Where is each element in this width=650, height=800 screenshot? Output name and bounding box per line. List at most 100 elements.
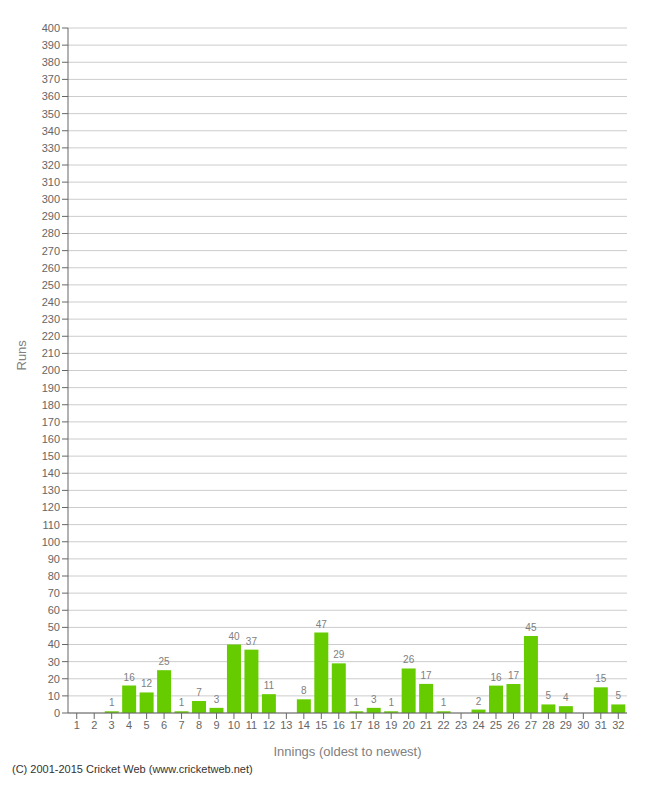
svg-text:28: 28 — [542, 719, 554, 731]
svg-text:180: 180 — [42, 399, 60, 411]
svg-text:16: 16 — [490, 672, 502, 683]
svg-text:3: 3 — [371, 694, 377, 705]
svg-text:22: 22 — [437, 719, 449, 731]
svg-text:29: 29 — [333, 649, 345, 660]
svg-text:7: 7 — [196, 687, 202, 698]
svg-text:260: 260 — [42, 262, 60, 274]
svg-text:380: 380 — [42, 56, 60, 68]
svg-text:3: 3 — [109, 719, 115, 731]
svg-text:47: 47 — [316, 619, 328, 630]
svg-text:60: 60 — [48, 604, 60, 616]
svg-text:4: 4 — [563, 692, 569, 703]
svg-text:1: 1 — [441, 697, 447, 708]
svg-text:5: 5 — [546, 690, 552, 701]
svg-text:390: 390 — [42, 39, 60, 51]
svg-text:40: 40 — [228, 631, 240, 642]
svg-text:360: 360 — [42, 90, 60, 102]
svg-text:140: 140 — [42, 467, 60, 479]
svg-text:370: 370 — [42, 73, 60, 85]
svg-text:70: 70 — [48, 587, 60, 599]
svg-text:16: 16 — [124, 672, 136, 683]
svg-text:320: 320 — [42, 159, 60, 171]
svg-text:Runs: Runs — [14, 340, 29, 371]
svg-text:13: 13 — [280, 719, 292, 731]
svg-text:26: 26 — [507, 719, 519, 731]
svg-text:30: 30 — [48, 656, 60, 668]
svg-text:1: 1 — [388, 697, 394, 708]
svg-text:2: 2 — [91, 719, 97, 731]
svg-text:8: 8 — [301, 685, 307, 696]
svg-text:11: 11 — [246, 719, 257, 731]
svg-text:290: 290 — [42, 210, 60, 222]
svg-text:20: 20 — [48, 673, 60, 685]
svg-text:29: 29 — [560, 719, 572, 731]
svg-text:110: 110 — [42, 519, 60, 531]
svg-text:170: 170 — [42, 416, 60, 428]
svg-text:10: 10 — [228, 719, 240, 731]
svg-text:150: 150 — [42, 450, 60, 462]
svg-text:27: 27 — [525, 719, 537, 731]
svg-text:280: 280 — [42, 227, 60, 239]
svg-text:11: 11 — [264, 680, 275, 691]
svg-text:1: 1 — [353, 697, 359, 708]
svg-text:21: 21 — [420, 719, 432, 731]
svg-text:31: 31 — [595, 719, 607, 731]
svg-text:400: 400 — [42, 22, 60, 34]
svg-text:25: 25 — [490, 719, 502, 731]
svg-text:45: 45 — [525, 622, 537, 633]
svg-text:3: 3 — [214, 694, 220, 705]
svg-text:190: 190 — [42, 382, 60, 394]
svg-text:1: 1 — [109, 697, 115, 708]
svg-text:220: 220 — [42, 330, 60, 342]
svg-text:120: 120 — [42, 501, 60, 513]
svg-text:50: 50 — [48, 621, 60, 633]
svg-text:350: 350 — [42, 108, 60, 120]
svg-text:14: 14 — [298, 719, 310, 731]
svg-text:5: 5 — [615, 690, 621, 701]
svg-text:19: 19 — [385, 719, 397, 731]
svg-text:40: 40 — [48, 638, 60, 650]
svg-text:30: 30 — [577, 719, 589, 731]
svg-text:5: 5 — [144, 719, 150, 731]
svg-text:26: 26 — [403, 654, 415, 665]
svg-text:10: 10 — [48, 690, 60, 702]
svg-text:17: 17 — [421, 670, 433, 681]
svg-text:90: 90 — [48, 553, 60, 565]
svg-text:4: 4 — [126, 719, 132, 731]
svg-text:12: 12 — [141, 678, 153, 689]
svg-text:240: 240 — [42, 296, 60, 308]
svg-text:80: 80 — [48, 570, 60, 582]
svg-text:24: 24 — [472, 719, 484, 731]
svg-text:270: 270 — [42, 245, 60, 257]
svg-text:200: 200 — [42, 364, 60, 376]
svg-text:130: 130 — [42, 484, 60, 496]
svg-text:330: 330 — [42, 142, 60, 154]
svg-text:9: 9 — [213, 719, 219, 731]
svg-text:340: 340 — [42, 125, 60, 137]
svg-text:230: 230 — [42, 313, 60, 325]
svg-text:Innings (oldest to newest): Innings (oldest to newest) — [273, 744, 421, 759]
svg-text:6: 6 — [161, 719, 167, 731]
svg-text:160: 160 — [42, 433, 60, 445]
svg-text:1: 1 — [179, 697, 185, 708]
svg-text:32: 32 — [612, 719, 624, 731]
svg-text:100: 100 — [42, 536, 60, 548]
svg-text:23: 23 — [455, 719, 467, 731]
svg-text:12: 12 — [263, 719, 275, 731]
svg-text:250: 250 — [42, 279, 60, 291]
svg-text:1: 1 — [74, 719, 80, 731]
svg-text:8: 8 — [196, 719, 202, 731]
svg-text:15: 15 — [315, 719, 327, 731]
svg-text:2: 2 — [476, 696, 482, 707]
svg-text:37: 37 — [246, 636, 258, 647]
svg-text:17: 17 — [508, 670, 520, 681]
svg-text:310: 310 — [42, 176, 60, 188]
svg-text:15: 15 — [595, 673, 607, 684]
svg-text:25: 25 — [159, 656, 171, 667]
svg-text:18: 18 — [368, 719, 380, 731]
svg-text:16: 16 — [333, 719, 345, 731]
svg-text:210: 210 — [42, 347, 60, 359]
svg-text:7: 7 — [178, 719, 184, 731]
svg-text:300: 300 — [42, 193, 60, 205]
svg-text:20: 20 — [403, 719, 415, 731]
